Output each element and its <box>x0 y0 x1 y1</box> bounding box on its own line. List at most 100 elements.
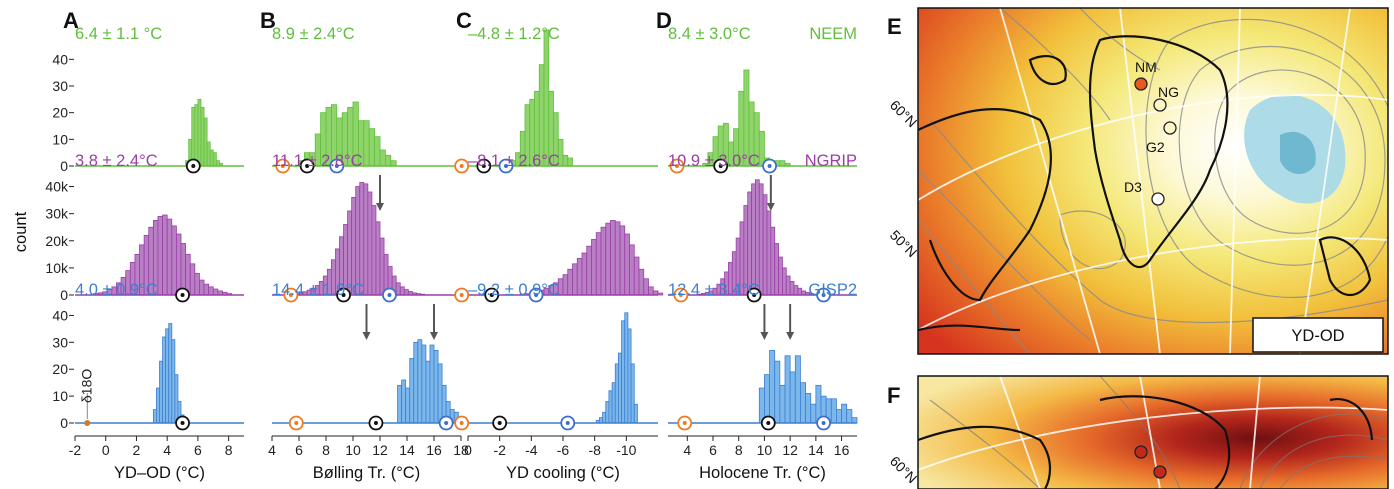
histogram-bar <box>152 409 157 424</box>
histogram-bar <box>770 226 776 296</box>
histogram-bar <box>359 182 365 296</box>
x-tick-label: 2 <box>133 442 141 458</box>
orange-estimate-marker-dot <box>675 164 679 168</box>
histogram-bar <box>755 179 760 296</box>
stat-label: 8.9 ± 2.4°C <box>272 25 355 43</box>
histogram-bar <box>608 390 613 424</box>
panel-letter-f: F <box>887 383 900 408</box>
histogram-bar <box>586 245 592 296</box>
orange-estimate-marker-dot <box>280 164 285 168</box>
d18o-label: δ18O <box>78 369 94 403</box>
orange-estimate-marker-dot <box>459 421 464 425</box>
histogram-bar <box>162 336 167 424</box>
histogram-bar <box>830 398 837 424</box>
x-tick-label: 0 <box>102 442 110 458</box>
x-tick-label: 4 <box>163 442 171 458</box>
histogram-bar <box>758 130 765 167</box>
histogram-bar <box>203 283 210 296</box>
histogram-bar <box>627 328 632 424</box>
stat-label: 10.9 ± 3.0°C <box>668 152 760 170</box>
histogram-bar <box>841 403 848 424</box>
histogram-bar <box>197 98 202 167</box>
black-estimate-marker-dot <box>766 421 771 425</box>
x-tick-label: 6 <box>709 442 717 458</box>
x-tick-label: -2 <box>493 442 506 458</box>
histogram-bar <box>630 363 635 424</box>
map-f-overlay <box>918 376 1388 489</box>
black-estimate-marker-dot <box>180 421 185 425</box>
histogram-bar <box>200 106 205 167</box>
x-tick-label: 12 <box>372 442 388 458</box>
histogram-bar <box>433 349 439 424</box>
histogram-bar <box>836 409 842 424</box>
histogram-bar <box>397 384 402 424</box>
histogram-bar <box>562 274 569 296</box>
stat-label: 6.4 ± 1.1 °C <box>75 25 162 43</box>
histogram-bar <box>194 272 200 296</box>
blue-estimate-marker-dot <box>444 421 449 425</box>
histogram-bar <box>794 355 801 424</box>
x-tick-label: 8 <box>735 442 743 458</box>
core-label-gisp2: GISP2 <box>808 281 857 299</box>
y-tick-label: 0 <box>60 287 68 303</box>
histogram-bar <box>168 323 173 424</box>
site-d3-label: D3 <box>1124 179 1142 195</box>
x-tick-label: -6 <box>557 442 570 458</box>
histogram-bar <box>429 344 435 424</box>
stat-label: 4.0 ± 0.9°C <box>75 281 158 299</box>
histogram-bar <box>159 360 163 424</box>
histogram-bar <box>212 288 219 296</box>
histogram-bar <box>576 257 583 296</box>
histogram-bar <box>751 183 756 296</box>
site-nm-label: NM <box>1135 59 1157 75</box>
histogram-bar <box>800 382 806 424</box>
blue-estimate-marker-dot <box>334 164 339 168</box>
panel-letter-d: D <box>656 8 672 33</box>
stat-label: 12.4 ± 3.4°C <box>668 281 760 299</box>
stat-label: –9.2 ± 0.9°C <box>468 281 560 299</box>
histogram-bar <box>789 281 795 296</box>
site-g2-label: G2 <box>1146 139 1165 155</box>
y-tick-label: 30 <box>52 334 68 350</box>
y-tick-label: 20 <box>52 361 68 377</box>
cold-anomaly-core <box>1280 131 1316 175</box>
ice-core-sites <box>1134 77 1177 206</box>
histogram-bar <box>374 136 381 167</box>
histogram-bar <box>375 221 381 296</box>
map-e-frame <box>917 7 1389 355</box>
map-f-frame <box>917 375 1389 489</box>
histogram-bar <box>618 352 622 424</box>
orange-estimate-marker-dot <box>288 293 293 297</box>
orange-estimate-marker-dot <box>459 293 464 297</box>
histogram-bar <box>175 233 182 296</box>
stat-label: 8.4 ± 3.0°C <box>668 25 751 43</box>
histogram-bar <box>368 128 376 167</box>
map-f-field <box>918 376 1388 489</box>
histogram-bar <box>595 232 602 296</box>
histogram-bar <box>572 263 578 296</box>
histogram-bar <box>624 312 629 424</box>
x-axis-label: YD cooling (°C) <box>506 464 620 482</box>
histogram-bar <box>395 282 401 296</box>
histogram-bar <box>605 401 610 424</box>
x-tick-label: 6 <box>194 442 202 458</box>
histogram-bar <box>766 210 772 296</box>
histogram-bar <box>194 104 199 167</box>
histogram-bar <box>797 287 803 296</box>
y-axis-label: count <box>12 211 30 252</box>
histogram-bar <box>782 267 787 296</box>
histogram-bar <box>619 225 626 296</box>
histogram-bar <box>421 344 427 424</box>
site-d3-marker <box>1151 192 1165 206</box>
black-estimate-marker-dot <box>752 293 757 297</box>
histogram-bar <box>851 417 858 424</box>
histogram-bar <box>846 409 853 424</box>
x-tick-label: 6 <box>295 442 303 458</box>
y-tick-label: 20k <box>45 233 69 249</box>
histogram-bar <box>363 120 370 167</box>
histogram-bar <box>633 256 640 296</box>
histogram-bar <box>567 268 573 296</box>
site-nm-marker <box>1134 77 1148 91</box>
panel-letter-c: C <box>456 8 472 33</box>
